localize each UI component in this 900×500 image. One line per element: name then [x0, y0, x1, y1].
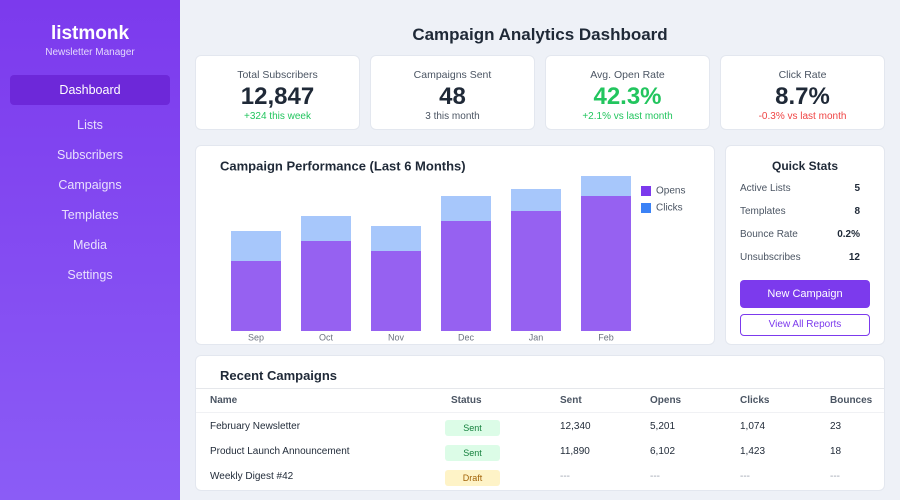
nav-item[interactable]: Lists [77, 118, 103, 132]
bar [581, 196, 631, 331]
nav-item[interactable]: Dashboard [10, 75, 170, 105]
chart: Campaign Performance (Last 6 Months) Sep… [220, 158, 685, 342]
x-tick-label: Jan [529, 332, 544, 342]
kpi-label: Campaigns Sent [413, 69, 492, 81]
column-header: Bounces [830, 395, 873, 406]
column-header: Sent [560, 395, 582, 406]
kpi-delta: -0.3% vs last month [758, 111, 847, 122]
table-cell: 12,340 [560, 421, 591, 432]
bar [231, 261, 281, 331]
column-header: Opens [650, 395, 682, 406]
bar [511, 189, 561, 211]
kpi-delta: 3 this month [425, 111, 480, 122]
kpi-label: Avg. Open Rate [590, 69, 665, 81]
button[interactable]: New Campaign [740, 280, 870, 308]
table-cell: 18 [830, 446, 842, 457]
stat-value: 0.2% [837, 229, 860, 240]
bar [301, 216, 351, 241]
nav-item[interactable]: Campaigns [58, 178, 122, 192]
column-header: Clicks [740, 395, 770, 406]
table-cell: 11,890 [560, 446, 590, 457]
table-cell: 1,423 [740, 446, 766, 457]
legend-label: Clicks [656, 203, 683, 214]
kpi-delta: +2.1% vs last month [582, 111, 673, 122]
stat-label: Unsubscribes [740, 252, 801, 263]
legend-swatch [641, 203, 651, 213]
bar [301, 241, 351, 331]
bar [371, 251, 421, 331]
bar [371, 226, 421, 251]
table-cell: Weekly Digest #42 [210, 471, 294, 482]
quick-stats-title: Quick Stats [771, 159, 839, 173]
table-cell: 1,074 [740, 421, 766, 432]
bar [441, 196, 491, 221]
table-cell: --- [650, 471, 660, 482]
divider [196, 412, 884, 413]
nav-item[interactable]: Subscribers [57, 148, 123, 162]
table-cell: 6,102 [650, 446, 676, 457]
kpi-value: 42.3% [593, 83, 662, 110]
kpi-label: Click Rate [778, 69, 827, 81]
legend-swatch [641, 186, 651, 196]
chart-card: Campaign Performance (Last 6 Months) Sep… [195, 145, 715, 345]
status-badge: Draft [445, 470, 500, 486]
brand: listmonk [50, 23, 130, 44]
bar [231, 231, 281, 261]
table-cell: 5,201 [650, 421, 676, 432]
table-cell: --- [830, 471, 840, 482]
page-title: Campaign Analytics Dashboard [412, 25, 668, 44]
bar [511, 211, 561, 331]
x-tick-label: Oct [319, 332, 334, 342]
stat-label: Templates [740, 206, 786, 217]
button[interactable]: View All Reports [740, 314, 870, 336]
x-tick-label: Nov [388, 332, 405, 342]
stat-label: Active Lists [740, 183, 791, 194]
status-badge: Sent [445, 420, 500, 436]
column-header: Name [210, 395, 238, 406]
sidebar: listmonk Newsletter Manager Dashboard Lis… [0, 0, 180, 500]
kpi-card: Campaigns Sent 48 3 this month [370, 55, 535, 130]
x-tick-label: Dec [458, 332, 475, 342]
kpi-card: Click Rate 8.7% -0.3% vs last month [720, 55, 885, 130]
legend-label: Opens [656, 186, 685, 197]
bar [441, 221, 491, 331]
chart-title: Campaign Performance (Last 6 Months) [220, 158, 466, 173]
table-cell: --- [740, 471, 750, 482]
kpi-value: 12,847 [240, 83, 315, 110]
kpi-label: Total Subscribers [237, 69, 318, 81]
bar [581, 176, 631, 196]
table-cell: Product Launch Announcement [210, 446, 350, 457]
table-title: Recent Campaigns [220, 368, 338, 383]
kpi-value: 48 [439, 83, 466, 110]
stat-value: 8 [854, 206, 860, 217]
table-cell: February Newsletter [210, 421, 301, 432]
nav-item[interactable]: Settings [67, 268, 113, 282]
x-tick-label: Sep [248, 332, 264, 342]
quick-stats: Quick Stats Active Lists 5 Templates 8 Bounc… [725, 145, 885, 345]
stat-label: Bounce Rate [740, 229, 798, 240]
kpi-delta: +324 this week [244, 111, 311, 122]
table-cell: 23 [830, 421, 842, 432]
x-tick-label: Feb [598, 332, 614, 342]
column-header: Status [451, 395, 482, 406]
kpi-card: Total Subscribers 12,847 +324 this week [195, 55, 360, 130]
divider [196, 388, 884, 389]
kpi-card: Avg. Open Rate 42.3% +2.1% vs last month [545, 55, 710, 130]
stat-value: 12 [848, 252, 860, 263]
nav-item[interactable]: Media [72, 238, 108, 252]
stat-value: 5 [854, 183, 860, 194]
nav-item[interactable]: Templates [61, 208, 119, 222]
status-badge: Sent [445, 445, 500, 461]
table-cell: --- [560, 471, 570, 482]
tagline: Newsletter Manager [45, 47, 135, 58]
kpi-value: 8.7% [775, 83, 830, 110]
recent-campaigns: Recent Campaigns Name Status Sent Opens Clic… [195, 355, 885, 491]
